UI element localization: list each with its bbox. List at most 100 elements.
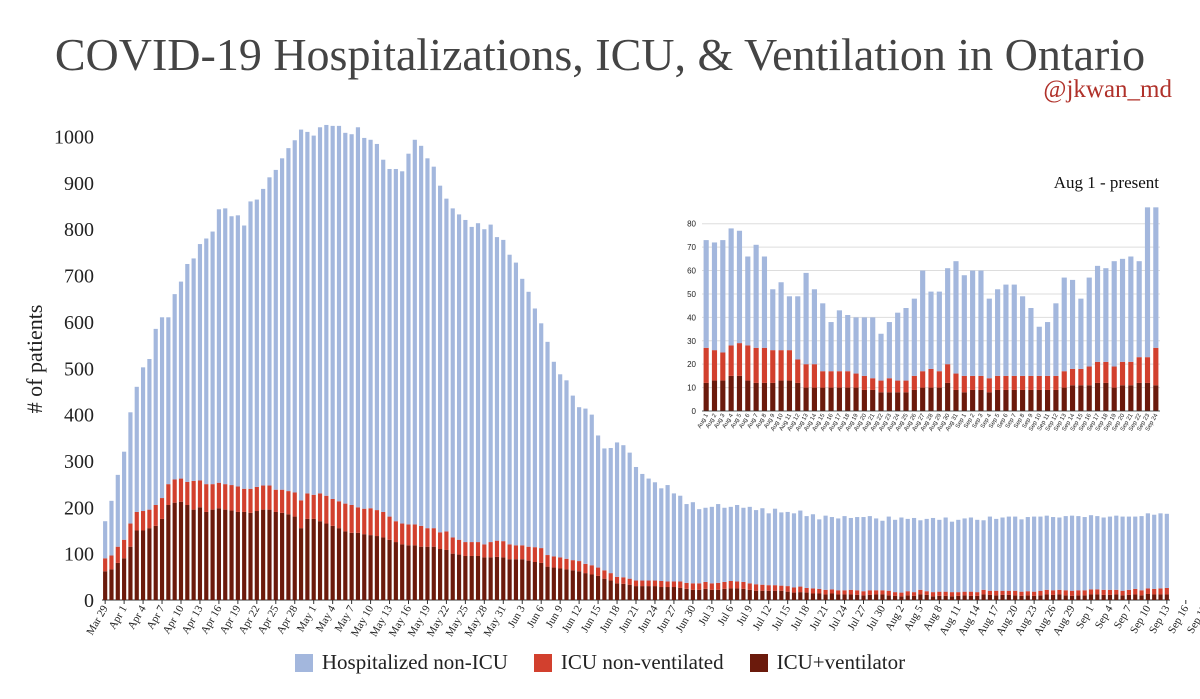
- inset-bar-icu-ventilator: [1086, 385, 1092, 411]
- bar-icu-ventilator: [810, 593, 816, 600]
- inset-bar-icu-non-ventilated: [770, 350, 776, 383]
- bar-hospitalized-non-icu: [937, 519, 942, 592]
- bar-hospitalized-non-icu: [621, 445, 626, 578]
- bar-icu-ventilator: [943, 595, 948, 600]
- inset-bar-icu-ventilator: [886, 392, 892, 411]
- bar-icu-non-ventilated: [741, 581, 746, 589]
- bar-hospitalized-non-icu: [709, 506, 714, 584]
- inset-bar-hospitalized-non-icu: [986, 298, 992, 379]
- inset-bar-hospitalized-non-icu: [778, 282, 784, 351]
- bar-hospitalized-non-icu: [640, 473, 645, 581]
- bar-hospitalized-non-icu: [785, 511, 790, 587]
- bar-hospitalized-non-icu: [779, 512, 784, 586]
- bar-hospitalized-non-icu: [874, 518, 879, 591]
- bar-icu-ventilator: [551, 567, 556, 600]
- inset-bar-icu-non-ventilated: [1111, 366, 1117, 388]
- bar-hospitalized-non-icu: [829, 517, 834, 590]
- bar-icu-non-ventilated: [286, 491, 291, 515]
- bar-hospitalized-non-icu: [589, 414, 594, 566]
- bar-icu-non-ventilated: [1126, 589, 1132, 595]
- legend-swatch-hospitalized: [294, 653, 313, 672]
- bar-hospitalized-non-icu: [753, 510, 759, 585]
- bar-icu-ventilator: [103, 571, 108, 600]
- bar-hospitalized-non-icu: [893, 519, 898, 593]
- bar-hospitalized-non-icu: [1025, 517, 1030, 592]
- bar-icu-ventilator: [602, 578, 607, 600]
- bar-icu-non-ventilated: [614, 576, 620, 584]
- inset-bar-hospitalized-non-icu: [936, 291, 942, 372]
- inset-bar-hospitalized-non-icu: [895, 312, 901, 381]
- legend-swatch-icu: [533, 653, 552, 672]
- bar-icu-non-ventilated: [785, 586, 790, 592]
- legend-label-hospitalized: Hospitalized non-ICU: [321, 650, 508, 674]
- inset-bar-hospitalized-non-icu: [995, 289, 1001, 376]
- bar-icu-non-ventilated: [280, 489, 285, 513]
- bar-hospitalized-non-icu: [848, 517, 853, 590]
- bar-icu-non-ventilated: [987, 590, 992, 595]
- bar-icu-non-ventilated: [766, 585, 771, 591]
- bar-icu-ventilator: [1095, 594, 1100, 600]
- bar-icu-ventilator: [855, 594, 860, 600]
- bar-icu-non-ventilated: [817, 588, 822, 594]
- bar-icu-non-ventilated: [1063, 590, 1068, 596]
- bar-hospitalized-non-icu: [817, 519, 822, 589]
- inset-bar-icu-non-ventilated: [811, 364, 817, 388]
- inset-bar-icu-non-ventilated: [720, 352, 726, 381]
- bar-icu-non-ventilated: [475, 542, 481, 556]
- inset-bar-hospitalized-non-icu: [1128, 256, 1134, 362]
- bar-icu-non-ventilated: [564, 558, 569, 570]
- bar-icu-ventilator: [166, 504, 171, 600]
- bar-icu-ventilator: [842, 594, 847, 600]
- inset-bar-icu-non-ventilated: [978, 375, 984, 390]
- bar-icu-non-ventilated: [1019, 591, 1024, 596]
- bar-icu-non-ventilated: [488, 542, 493, 558]
- bar-icu-ventilator: [987, 594, 992, 600]
- bar-hospitalized-non-icu: [362, 137, 367, 509]
- inset-bar-hospitalized-non-icu: [761, 256, 768, 348]
- inset-bar-icu-ventilator: [820, 387, 826, 411]
- inset-bar-icu-non-ventilated: [745, 345, 751, 381]
- bar-icu-ventilator: [501, 557, 506, 600]
- inset-bar-icu-non-ventilated: [895, 380, 901, 393]
- bar-hospitalized-non-icu: [994, 518, 999, 591]
- bar-icu-non-ventilated: [855, 590, 860, 595]
- bar-icu-non-ventilated: [539, 548, 544, 563]
- bar-hospitalized-non-icu: [1069, 515, 1075, 591]
- inset-bar-icu-non-ventilated: [1119, 361, 1126, 386]
- bar-icu-non-ventilated: [1038, 590, 1043, 596]
- x-tick-label: Jul 6: [715, 603, 736, 628]
- inset-bar-icu-non-ventilated: [1094, 361, 1101, 383]
- bar-hospitalized-non-icu: [1152, 514, 1157, 589]
- bar-icu-ventilator: [330, 525, 335, 600]
- bar-hospitalized-non-icu: [349, 134, 354, 505]
- inset-bar-icu-non-ventilated: [1136, 357, 1142, 383]
- bar-icu-ventilator: [741, 588, 746, 600]
- inset-bar-icu-ventilator: [936, 387, 942, 411]
- inset-bar-icu-non-ventilated: [861, 375, 867, 390]
- inset-y-tick-label: 80: [687, 220, 696, 229]
- bar-icu-non-ventilated: [1095, 589, 1100, 595]
- bar-hospitalized-non-icu: [633, 466, 639, 581]
- bar-icu-ventilator: [678, 587, 683, 600]
- x-tick-label: Jun 3: [506, 603, 528, 630]
- y-axis-label: # of patients: [22, 305, 47, 414]
- bar-icu-non-ventilated: [381, 511, 386, 538]
- inset-bar-icu-ventilator: [986, 392, 992, 411]
- bar-icu-non-ventilated: [880, 590, 885, 595]
- bar-icu-non-ventilated: [1114, 589, 1119, 595]
- bar-icu-ventilator: [134, 530, 139, 600]
- inset-bar-icu-ventilator: [770, 382, 776, 411]
- bar-icu-non-ventilated: [1152, 588, 1157, 595]
- bar-icu-ventilator: [147, 528, 152, 600]
- inset-bar-icu-ventilator: [953, 389, 959, 411]
- bar-icu-ventilator: [652, 586, 658, 600]
- bar-icu-non-ventilated: [886, 590, 891, 596]
- inset-bar-icu-ventilator: [1020, 389, 1026, 411]
- bar-icu-ventilator: [450, 553, 455, 600]
- bar-hospitalized-non-icu: [1038, 516, 1043, 591]
- bar-icu-ventilator: [1038, 595, 1043, 600]
- bar-hospitalized-non-icu: [482, 229, 487, 545]
- bar-hospitalized-non-icu: [336, 125, 342, 502]
- bar-icu-non-ventilated: [659, 581, 664, 588]
- bar-hospitalized-non-icu: [766, 513, 771, 586]
